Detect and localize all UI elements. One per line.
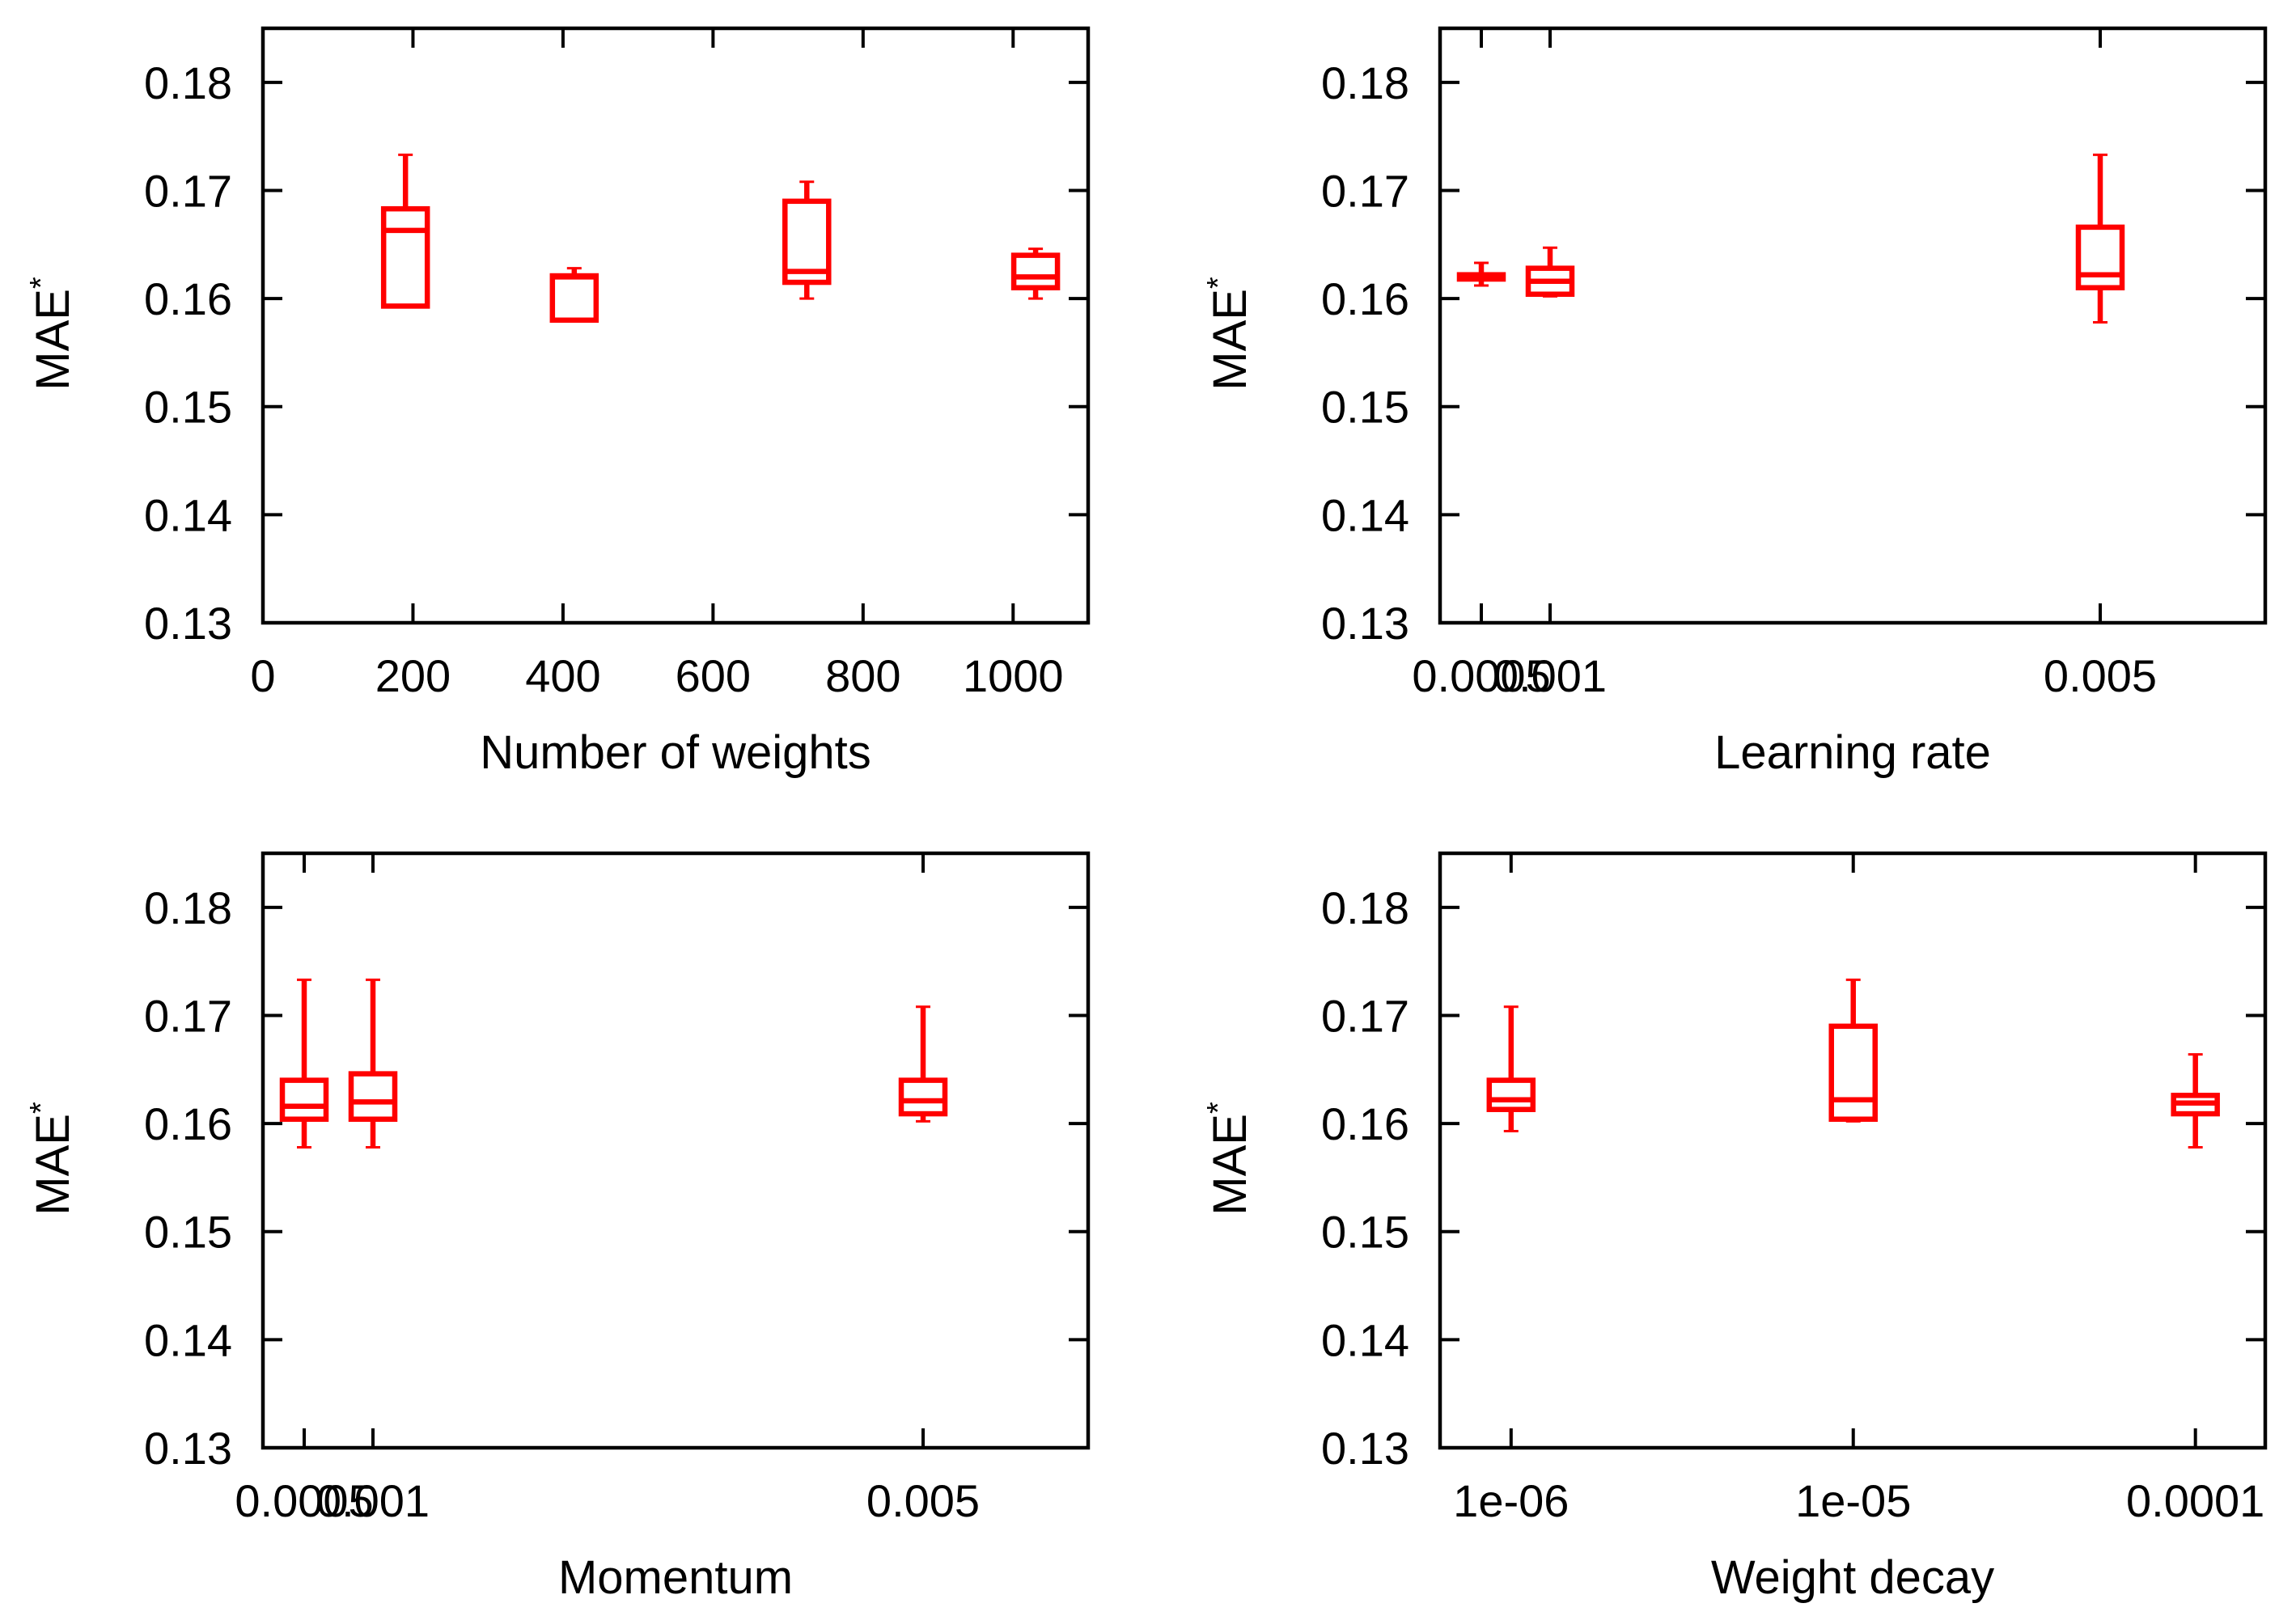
panel-3-ytick-label: 0.16 <box>144 1098 232 1149</box>
panel-4-box-3 <box>2171 1053 2220 1149</box>
panel-1-box-4-iqr <box>1010 252 1061 290</box>
panel-1-xtick-label: 800 <box>825 650 900 701</box>
panel-2-y-axis-title-text: MAE <box>1204 289 1256 391</box>
panel-2-y-axis-title: MAE* <box>1201 277 1256 391</box>
panel-3-ytick-label: 0.13 <box>144 1423 232 1474</box>
panel-3-box-2-iqr <box>348 1071 398 1122</box>
panel-3-plot-frame <box>261 851 1091 1450</box>
panel-4-ytick-label: 0.15 <box>1321 1207 1409 1258</box>
panel-4-x-axis-title: Weight decay <box>1711 1551 1994 1604</box>
panel-4-y-axis-title-text: MAE <box>1204 1114 1256 1216</box>
panel-3-y-axis-title-text: MAE <box>27 1114 79 1216</box>
panel-3-box-3-iqr <box>898 1077 948 1117</box>
panel-1-ytick-label: 0.17 <box>144 165 232 216</box>
panel-4-box-1 <box>1486 1005 1536 1132</box>
panel-2-ytick-label: 0.15 <box>1321 382 1409 433</box>
panel-1-ytick-label: 0.13 <box>144 598 232 649</box>
panel-4-ytick-label: 0.18 <box>1321 882 1409 933</box>
panel-1-y-axis-title-text: MAE <box>27 289 79 391</box>
panel-3-box-1-iqr <box>279 1077 329 1122</box>
panel-1-box-1-iqr <box>380 205 430 309</box>
panel-1-y-axis-title-superscript: * <box>24 277 58 289</box>
panel-2-xtick-label: 0.005 <box>2044 650 2157 701</box>
panel-3-ytick-label: 0.18 <box>144 882 232 933</box>
panel-1-ytick-label: 0.14 <box>144 489 232 540</box>
panel-3-y-axis-title-superscript: * <box>24 1102 58 1114</box>
panel-2-y-axis-title-superscript: * <box>1201 277 1235 289</box>
panel-4-box-1-iqr <box>1486 1077 1536 1112</box>
panel-1-box-2 <box>549 267 599 324</box>
panel-1-xtick-label: 0 <box>250 650 275 701</box>
panel-1-box-3 <box>782 180 832 300</box>
panel-1-xtick-label: 200 <box>375 650 451 701</box>
panel-2-ytick-label: 0.14 <box>1321 489 1409 540</box>
panel-1-plot-frame <box>261 26 1091 625</box>
panel-3-box-2 <box>348 978 398 1149</box>
panel-4-xtick-label: 1e-05 <box>1795 1475 1911 1526</box>
panel-2-box-2 <box>1525 246 1575 298</box>
panel-3-xtick-label: 0.001 <box>316 1475 430 1526</box>
panel-2-box-1 <box>1456 261 1506 287</box>
panel-2-ytick-label: 0.18 <box>1321 57 1409 108</box>
panel-2-ytick-label: 0.16 <box>1321 273 1409 324</box>
panel-1-ytick-label: 0.18 <box>144 57 232 108</box>
panel-2-ytick-label: 0.17 <box>1321 165 1409 216</box>
panel-3-y-axis-title: MAE* <box>24 1102 79 1216</box>
panel-4-chart: 0.13 0.14 0.15 0.16 0.17 0.18 1e-06 1e-05 0.0001… <box>1201 851 2268 1604</box>
panel-4-ytick-label: 0.16 <box>1321 1098 1409 1149</box>
panel-1-xtick-label: 600 <box>676 650 751 701</box>
panel-3-xtick-label: 0.005 <box>866 1475 980 1526</box>
panel-1-xtick-label: 400 <box>525 650 600 701</box>
panel-3-ytick-label: 0.14 <box>144 1314 232 1365</box>
panel-3-ytick-label: 0.17 <box>144 990 232 1041</box>
panel-2-xtick-label: 0.0005 <box>1412 650 1550 701</box>
panel-2-ytick-label: 0.13 <box>1321 598 1409 649</box>
panel-4-ytick-label: 0.14 <box>1321 1314 1409 1365</box>
panel-4-box-2 <box>1828 978 1878 1123</box>
panel-4-xtick-label: 1e-06 <box>1453 1475 1569 1526</box>
panel-1-box-4 <box>1010 247 1061 300</box>
panel-1-ytick-label: 0.15 <box>144 382 232 433</box>
panel-1-x-axis-title: Number of weights <box>480 726 871 779</box>
panel-1-y-axis-title: MAE* <box>24 277 79 391</box>
panel-3-box-3 <box>898 1005 948 1123</box>
panel-4-ytick-label: 0.13 <box>1321 1423 1409 1474</box>
panel-2-box-3-iqr <box>2075 224 2125 290</box>
panel-1-box-3-iqr <box>782 198 832 286</box>
panel-3-xtick-label: 0.0005 <box>235 1475 373 1526</box>
panel-4-box-2-iqr <box>1828 1023 1878 1122</box>
panel-4-plot-frame <box>1438 851 2268 1450</box>
panel-1-box-2-iqr <box>549 273 599 324</box>
panel-1-chart: 0.13 0.14 0.15 0.16 0.17 0.18 0 200 400 600 800 100… <box>24 26 1091 779</box>
panel-4-xtick-label: 0.0001 <box>2126 1475 2264 1526</box>
panel-2-x-axis-title: Learning rate <box>1714 726 1991 779</box>
panel-3-box-1 <box>279 978 329 1149</box>
panel-3-ytick-label: 0.15 <box>144 1207 232 1258</box>
panel-1-ytick-label: 0.16 <box>144 273 232 324</box>
panel-3-x-axis-title: Momentum <box>558 1551 793 1604</box>
panel-1-box-1 <box>380 153 430 309</box>
panel-4-y-axis-title-superscript: * <box>1201 1102 1235 1114</box>
panel-4-ytick-label: 0.17 <box>1321 990 1409 1041</box>
panel-2-box-3 <box>2075 153 2125 324</box>
panel-2-xtick-label: 0.001 <box>1493 650 1607 701</box>
panel-2-plot-frame <box>1438 26 2268 625</box>
panel-1-xtick-label: 1000 <box>963 650 1064 701</box>
panel-4-y-axis-title: MAE* <box>1201 1102 1256 1216</box>
